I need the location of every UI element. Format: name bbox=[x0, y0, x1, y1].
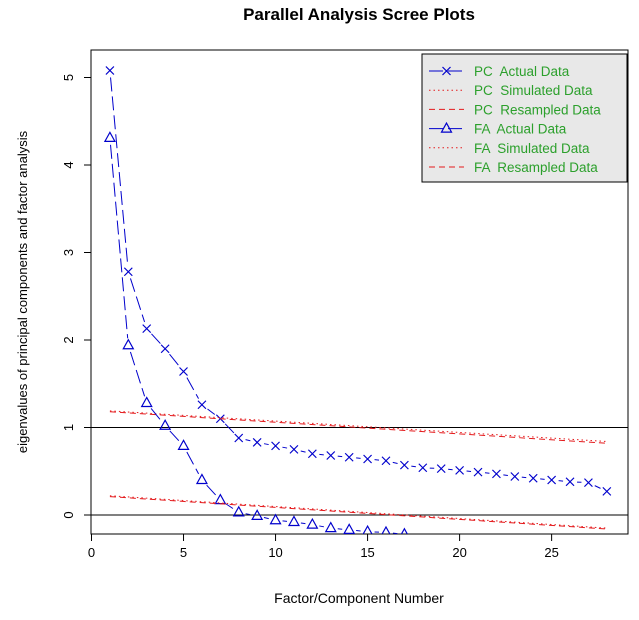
series-segment bbox=[130, 352, 144, 396]
y-tick-label: 1 bbox=[61, 424, 76, 431]
point-marker bbox=[105, 132, 115, 141]
x-tick-label: 15 bbox=[360, 545, 374, 560]
series-segment bbox=[503, 475, 508, 476]
point-marker bbox=[400, 461, 408, 469]
series-segment bbox=[187, 452, 199, 474]
point-marker bbox=[106, 67, 114, 75]
series bbox=[105, 132, 409, 537]
point-marker bbox=[143, 325, 151, 333]
series-segment bbox=[246, 514, 251, 515]
point-marker bbox=[492, 470, 500, 478]
point-marker bbox=[344, 524, 354, 533]
series-segment bbox=[130, 278, 144, 322]
series-segment bbox=[264, 517, 269, 518]
series bbox=[110, 411, 607, 442]
point-marker bbox=[382, 457, 390, 465]
series-segment bbox=[208, 409, 215, 415]
point-marker bbox=[161, 345, 169, 353]
legend-label: PC Resampled Data bbox=[474, 102, 601, 117]
point-marker bbox=[437, 465, 445, 473]
x-axis-label: Factor/Component Number bbox=[274, 590, 444, 606]
chart-title: Parallel Analysis Scree Plots bbox=[243, 5, 475, 24]
series-line bbox=[110, 411, 607, 442]
point-marker bbox=[179, 440, 189, 449]
point-marker bbox=[548, 476, 556, 484]
series-segment bbox=[595, 486, 601, 489]
series-line bbox=[110, 496, 607, 528]
point-marker bbox=[197, 475, 207, 484]
series-segment bbox=[319, 526, 324, 527]
point-marker bbox=[308, 450, 316, 458]
point-marker bbox=[198, 401, 206, 409]
series-segment bbox=[411, 466, 416, 467]
point-marker bbox=[215, 495, 225, 504]
point-marker bbox=[529, 474, 537, 482]
point-marker bbox=[511, 473, 519, 481]
point-marker bbox=[566, 478, 574, 486]
point-marker bbox=[603, 487, 611, 495]
legend-label: FA Actual Data bbox=[474, 122, 567, 137]
y-tick-label: 0 bbox=[61, 511, 76, 518]
point-marker bbox=[345, 453, 353, 461]
point-marker bbox=[124, 268, 132, 276]
y-tick-label: 5 bbox=[61, 74, 76, 81]
series-segment bbox=[246, 440, 251, 441]
point-marker bbox=[364, 455, 372, 463]
series-segment bbox=[301, 523, 306, 524]
series-segment bbox=[207, 485, 216, 495]
series bbox=[110, 497, 607, 529]
point-marker bbox=[272, 442, 280, 450]
series-segment bbox=[264, 444, 269, 445]
point-marker bbox=[289, 517, 299, 526]
point-marker bbox=[235, 434, 243, 442]
point-marker bbox=[142, 398, 152, 407]
point-marker bbox=[290, 445, 298, 453]
x-tick-label: 20 bbox=[452, 545, 466, 560]
x-tick-label: 0 bbox=[88, 545, 95, 560]
legend-label: PC Simulated Data bbox=[474, 83, 593, 98]
series-segment bbox=[393, 462, 398, 463]
y-tick-label: 3 bbox=[61, 249, 76, 256]
series-line bbox=[110, 497, 607, 529]
point-marker bbox=[419, 464, 427, 472]
series-segment bbox=[187, 378, 199, 399]
series-segment bbox=[151, 334, 160, 344]
y-tick-label: 4 bbox=[61, 161, 76, 168]
point-marker bbox=[123, 340, 133, 349]
series-segment bbox=[170, 431, 179, 441]
legend-label: FA Simulated Data bbox=[474, 141, 590, 156]
series-segment bbox=[282, 447, 287, 448]
point-marker bbox=[456, 466, 464, 474]
x-tick-label: 5 bbox=[180, 545, 187, 560]
y-tick-label: 2 bbox=[61, 336, 76, 343]
point-marker bbox=[584, 479, 592, 487]
legend-label: PC Actual Data bbox=[474, 64, 570, 79]
y-axis-label: eigenvalues of principal components and … bbox=[15, 130, 30, 453]
reference-lines bbox=[91, 428, 628, 516]
point-marker bbox=[180, 368, 188, 376]
point-marker bbox=[474, 468, 482, 476]
legend: PC Actual Data PC Simulated Data PC Resamp… bbox=[422, 54, 627, 182]
point-marker bbox=[253, 438, 261, 446]
point-marker bbox=[327, 452, 335, 460]
series-segment bbox=[170, 354, 180, 366]
legend-label: FA Resampled Data bbox=[474, 160, 598, 175]
series-segment bbox=[225, 424, 234, 433]
point-marker bbox=[307, 519, 317, 528]
point-marker bbox=[399, 529, 409, 538]
x-tick-label: 25 bbox=[544, 545, 558, 560]
series-segment bbox=[301, 451, 306, 452]
point-marker bbox=[271, 515, 281, 524]
point-marker bbox=[381, 527, 391, 536]
x-tick-label: 10 bbox=[268, 545, 282, 560]
point-marker bbox=[326, 523, 336, 532]
series bbox=[110, 496, 607, 528]
